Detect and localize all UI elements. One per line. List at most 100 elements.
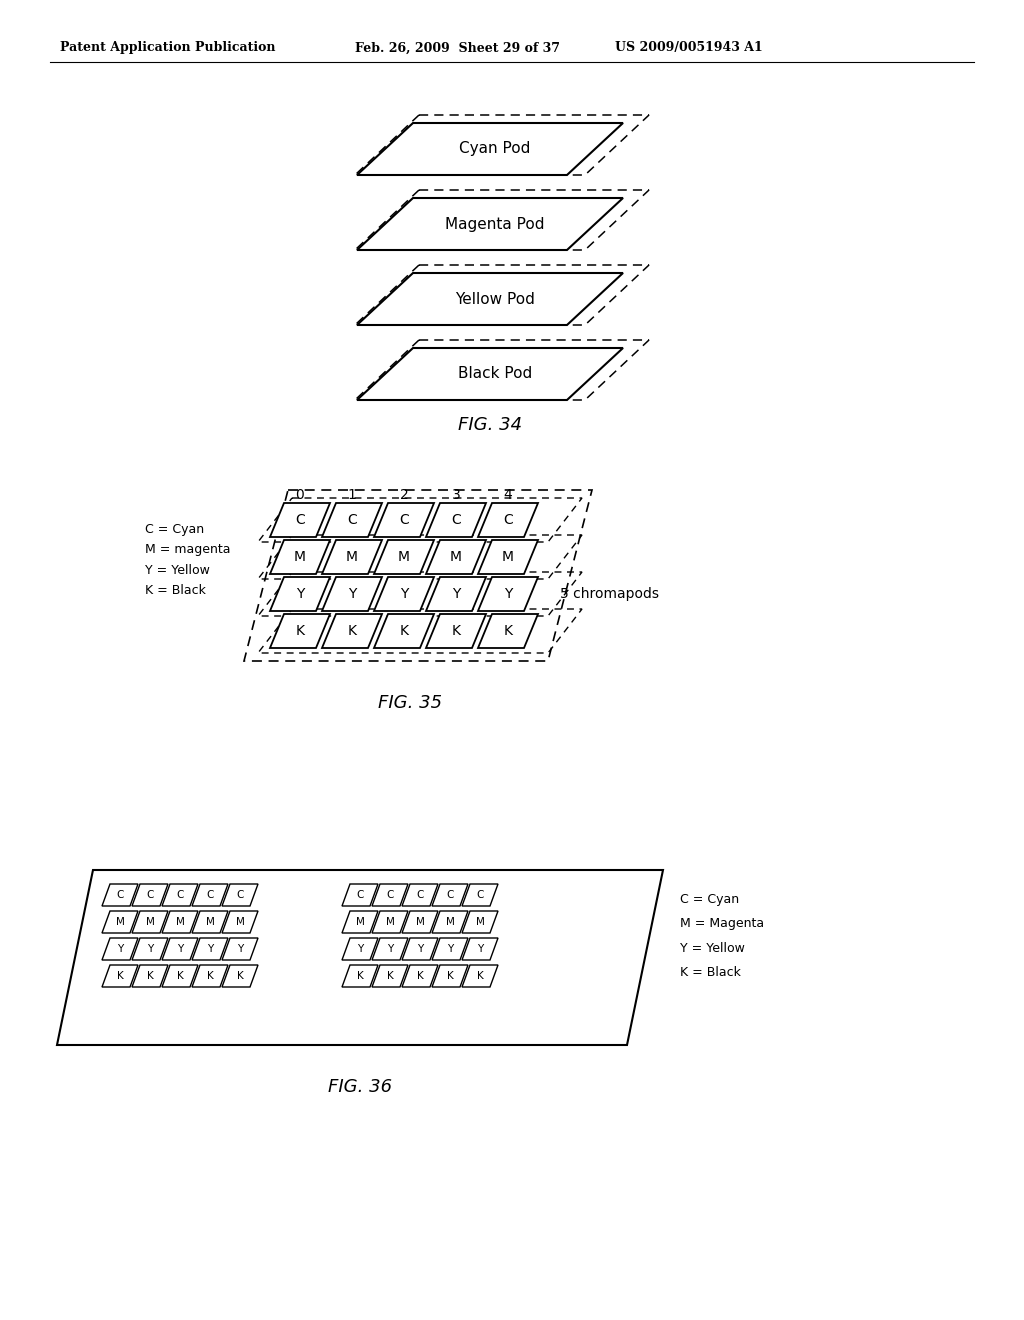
Text: 2: 2	[399, 488, 409, 502]
Text: K: K	[176, 972, 183, 981]
Polygon shape	[132, 965, 168, 987]
Text: US 2009/0051943 A1: US 2009/0051943 A1	[615, 41, 763, 54]
Text: K: K	[117, 972, 123, 981]
Text: Y: Y	[399, 587, 409, 601]
Polygon shape	[374, 540, 434, 574]
Polygon shape	[374, 614, 434, 648]
Polygon shape	[478, 503, 538, 537]
Polygon shape	[462, 911, 498, 933]
Polygon shape	[193, 965, 228, 987]
Polygon shape	[426, 614, 486, 648]
Text: C: C	[206, 890, 214, 900]
Polygon shape	[372, 884, 408, 906]
Polygon shape	[132, 911, 168, 933]
Text: C: C	[446, 890, 454, 900]
Text: C: C	[452, 513, 461, 527]
Text: M: M	[116, 917, 125, 927]
Polygon shape	[462, 884, 498, 906]
Text: C: C	[295, 513, 305, 527]
Polygon shape	[402, 911, 438, 933]
Text: K: K	[417, 972, 423, 981]
Text: C = Cyan: C = Cyan	[680, 894, 739, 907]
Polygon shape	[57, 870, 663, 1045]
Polygon shape	[270, 614, 330, 648]
Polygon shape	[462, 939, 498, 960]
Polygon shape	[102, 911, 138, 933]
Polygon shape	[222, 884, 258, 906]
Polygon shape	[357, 348, 623, 400]
Text: C: C	[476, 890, 483, 900]
Polygon shape	[193, 911, 228, 933]
Text: K: K	[296, 624, 304, 638]
Polygon shape	[432, 965, 468, 987]
Text: K: K	[446, 972, 454, 981]
Polygon shape	[342, 965, 378, 987]
Text: Y: Y	[452, 587, 460, 601]
Text: M: M	[145, 917, 155, 927]
Polygon shape	[193, 939, 228, 960]
Polygon shape	[322, 614, 382, 648]
Text: Y: Y	[446, 944, 454, 954]
Text: FIG. 35: FIG. 35	[378, 694, 442, 711]
Text: K: K	[146, 972, 154, 981]
Polygon shape	[357, 273, 623, 325]
Polygon shape	[342, 911, 378, 933]
Text: Y: Y	[417, 944, 423, 954]
Text: Y: Y	[146, 944, 154, 954]
Text: Magenta Pod: Magenta Pod	[445, 216, 545, 231]
Text: M: M	[236, 917, 245, 927]
Polygon shape	[432, 939, 468, 960]
Text: C: C	[117, 890, 124, 900]
Text: M: M	[475, 917, 484, 927]
Text: C: C	[356, 890, 364, 900]
Text: M: M	[416, 917, 424, 927]
Text: C: C	[386, 890, 393, 900]
Text: C: C	[347, 513, 357, 527]
Text: M: M	[355, 917, 365, 927]
Polygon shape	[374, 577, 434, 611]
Text: Y: Y	[357, 944, 364, 954]
Text: Y: Y	[237, 944, 243, 954]
Text: C = Cyan: C = Cyan	[145, 524, 204, 536]
Polygon shape	[322, 503, 382, 537]
Text: K = Black: K = Black	[145, 583, 206, 597]
Text: Y: Y	[348, 587, 356, 601]
Polygon shape	[478, 577, 538, 611]
Polygon shape	[402, 884, 438, 906]
Polygon shape	[426, 503, 486, 537]
Text: Y = Yellow: Y = Yellow	[680, 941, 744, 954]
Text: Cyan Pod: Cyan Pod	[460, 141, 530, 157]
Text: K: K	[504, 624, 512, 638]
Polygon shape	[102, 965, 138, 987]
Text: C: C	[176, 890, 183, 900]
Text: M: M	[502, 550, 514, 564]
Text: Feb. 26, 2009  Sheet 29 of 37: Feb. 26, 2009 Sheet 29 of 37	[355, 41, 560, 54]
Text: 3: 3	[452, 488, 461, 502]
Text: 4: 4	[504, 488, 512, 502]
Text: M: M	[445, 917, 455, 927]
Text: K: K	[452, 624, 461, 638]
Polygon shape	[270, 503, 330, 537]
Text: Y: Y	[504, 587, 512, 601]
Text: M = Magenta: M = Magenta	[680, 917, 764, 931]
Text: FIG. 34: FIG. 34	[458, 416, 522, 434]
Text: Black Pod: Black Pod	[458, 367, 532, 381]
Polygon shape	[270, 577, 330, 611]
Text: C: C	[503, 513, 513, 527]
Text: Y: Y	[296, 587, 304, 601]
Polygon shape	[162, 884, 198, 906]
Polygon shape	[222, 911, 258, 933]
Text: Yellow Pod: Yellow Pod	[455, 292, 535, 306]
Text: M: M	[346, 550, 358, 564]
Polygon shape	[132, 884, 168, 906]
Text: M: M	[175, 917, 184, 927]
Polygon shape	[162, 965, 198, 987]
Text: Y: Y	[387, 944, 393, 954]
Polygon shape	[426, 577, 486, 611]
Polygon shape	[322, 540, 382, 574]
Text: 5 chromapods: 5 chromapods	[560, 587, 659, 601]
Polygon shape	[478, 614, 538, 648]
Polygon shape	[372, 911, 408, 933]
Text: K: K	[356, 972, 364, 981]
Text: Y: Y	[207, 944, 213, 954]
